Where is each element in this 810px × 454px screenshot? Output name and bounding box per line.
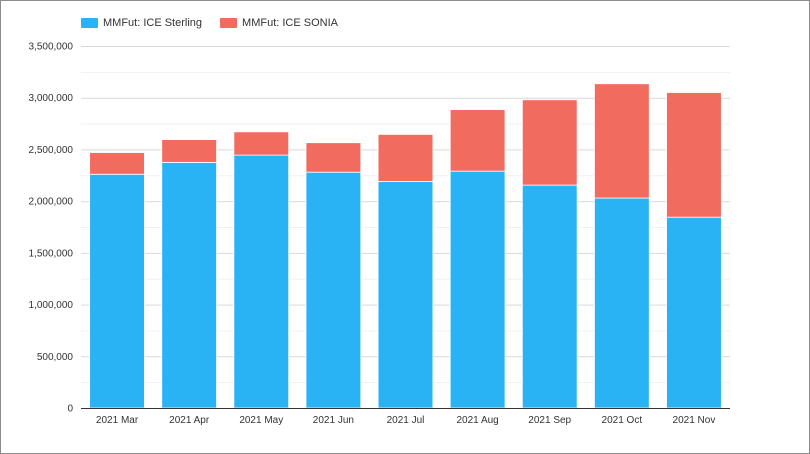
bar-sonia bbox=[233, 131, 290, 156]
x-tick-label: 2021 Aug bbox=[456, 415, 498, 426]
bar-sterling bbox=[666, 216, 722, 409]
bar-sonia bbox=[449, 109, 506, 172]
bar-sonia bbox=[666, 92, 722, 218]
legend-swatch-sonia bbox=[220, 18, 238, 28]
bar-sonia bbox=[521, 99, 578, 186]
x-tick-label: 2021 Jul bbox=[387, 415, 425, 426]
x-tick-label: 2021 Nov bbox=[673, 415, 716, 426]
bar-sonia bbox=[305, 142, 362, 173]
legend-swatch-sterling bbox=[81, 18, 98, 28]
y-tick-label: 2,500,000 bbox=[29, 145, 74, 156]
bar-sterling bbox=[377, 181, 434, 409]
y-tick-label: 0 bbox=[67, 404, 73, 415]
bar-sterling bbox=[594, 197, 650, 409]
bar-sonia bbox=[89, 152, 145, 175]
bar-sterling bbox=[449, 170, 506, 409]
x-tick-label: 2021 Apr bbox=[169, 415, 210, 426]
x-tick-label: 2021 Oct bbox=[602, 415, 643, 426]
bar-sonia bbox=[161, 139, 217, 163]
x-tick-label: 2021 May bbox=[239, 415, 283, 426]
legend-label-sonia: MMFut: ICE SONIA bbox=[242, 17, 338, 29]
y-tick-label: 3,000,000 bbox=[29, 93, 74, 104]
bar-sterling bbox=[89, 173, 145, 409]
bars bbox=[89, 83, 722, 409]
x-tick-label: 2021 Mar bbox=[96, 415, 139, 426]
bar-sterling bbox=[161, 161, 217, 409]
y-axis: 0 500,000 1,000,000 1,500,000 2,000,000 2,500… bbox=[29, 42, 74, 415]
y-tick-label: 1,500,000 bbox=[29, 248, 74, 259]
y-tick-label: 500,000 bbox=[37, 352, 74, 363]
y-tick-label: 1,000,000 bbox=[29, 300, 74, 311]
bar-sterling bbox=[305, 171, 362, 409]
legend-label-sterling: MMFut: ICE Sterling bbox=[103, 17, 203, 29]
x-tick-label: 2021 Sep bbox=[528, 415, 571, 426]
x-axis: 2021 Mar 2021 Apr 2021 May 2021 Jun 2021 Jul… bbox=[81, 408, 730, 426]
legend-item-sterling[interactable]: MMFut: ICE Sterling bbox=[81, 17, 202, 29]
legend: MMFut: ICE Sterling MMFut: ICE SONIA bbox=[81, 17, 338, 29]
bar-sterling bbox=[233, 154, 290, 409]
bar-sonia bbox=[594, 83, 650, 199]
bar-sterling bbox=[521, 184, 578, 409]
y-tick-label: 2,000,000 bbox=[29, 197, 74, 208]
bar-sonia bbox=[377, 134, 434, 182]
y-tick-label: 3,500,000 bbox=[29, 42, 74, 53]
x-tick-label: 2021 Jun bbox=[313, 415, 354, 426]
legend-item-sonia[interactable]: MMFut: ICE SONIA bbox=[220, 17, 338, 29]
